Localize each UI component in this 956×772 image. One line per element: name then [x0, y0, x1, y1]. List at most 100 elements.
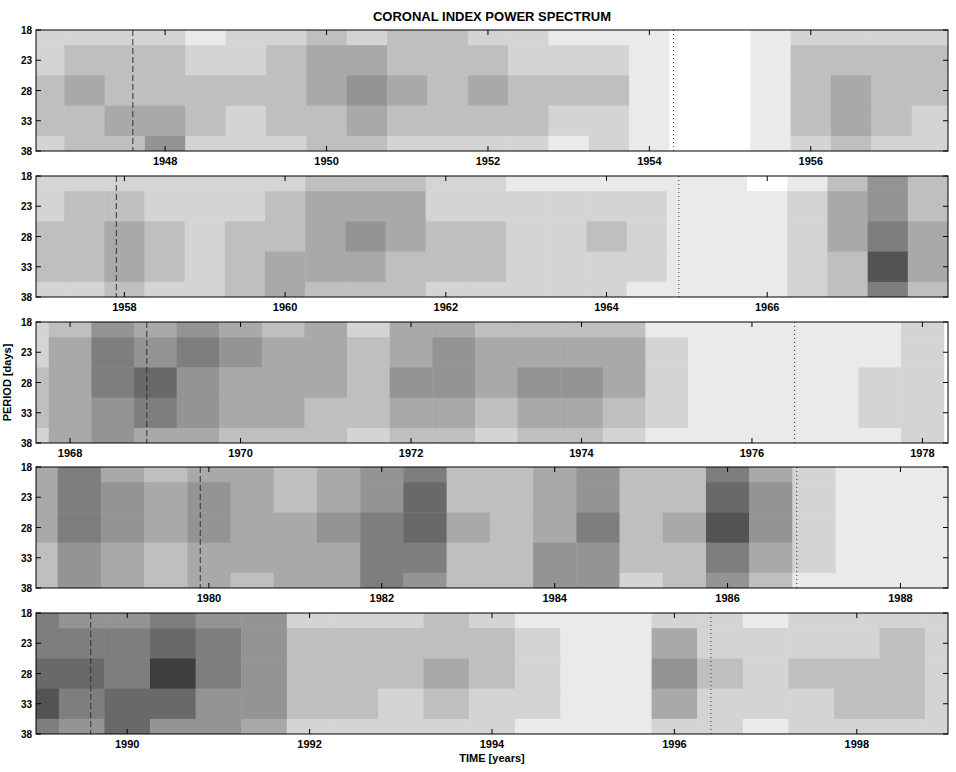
dashed-line	[132, 30, 133, 151]
cell	[64, 176, 105, 192]
cell	[347, 367, 390, 398]
cell	[432, 428, 475, 443]
cell	[490, 512, 534, 543]
cell	[231, 573, 275, 588]
cell	[101, 467, 145, 483]
cell	[620, 482, 664, 513]
x-tick-label: 1996	[662, 738, 686, 750]
cell	[606, 719, 652, 734]
x-tick	[900, 467, 901, 472]
cell	[226, 30, 267, 46]
x-tick	[445, 176, 446, 181]
cell	[36, 613, 59, 629]
cell	[447, 573, 491, 588]
panel: 1968197019721974197619781823283338PERIOD…	[1, 307, 948, 459]
cell	[710, 75, 751, 106]
cell	[506, 176, 547, 192]
y-tick-label: 18	[21, 317, 33, 328]
y-tick-label: 18	[21, 462, 33, 473]
x-tick	[581, 322, 582, 327]
x-tick	[127, 613, 128, 618]
x-tick	[492, 613, 493, 618]
x-tick	[127, 729, 128, 734]
x-tick-label: 1982	[370, 592, 394, 604]
cell	[546, 191, 587, 222]
cell	[912, 30, 948, 46]
cell	[196, 689, 242, 720]
x-tick	[487, 30, 488, 35]
cell	[424, 613, 470, 629]
cell	[731, 367, 774, 398]
cell	[515, 719, 561, 734]
cell	[145, 106, 186, 137]
cell	[36, 398, 49, 429]
cell	[787, 191, 828, 222]
cell	[627, 176, 668, 192]
cell	[749, 573, 793, 588]
cell	[831, 106, 872, 137]
cell	[908, 191, 948, 222]
y-tick-label: 18	[21, 25, 33, 36]
cell	[287, 658, 333, 689]
cell	[447, 467, 491, 483]
cell	[105, 30, 146, 46]
cell	[265, 176, 306, 192]
cell	[880, 719, 926, 734]
cell	[36, 322, 49, 338]
cell	[922, 482, 948, 513]
y-tick	[943, 120, 948, 121]
cell	[508, 75, 549, 106]
cell	[265, 282, 306, 297]
cell	[750, 136, 791, 151]
cell	[317, 543, 361, 574]
cell	[603, 428, 646, 443]
cell	[560, 398, 603, 429]
cell	[880, 658, 926, 689]
cell	[104, 221, 145, 252]
x-tick	[381, 583, 382, 588]
x-tick	[751, 322, 752, 327]
cell	[145, 45, 186, 76]
cell	[424, 628, 470, 659]
cell	[731, 322, 774, 338]
y-tick	[943, 266, 948, 267]
cell	[560, 337, 603, 368]
cell	[663, 482, 707, 513]
cell	[101, 512, 145, 543]
cell	[360, 543, 404, 574]
cell	[548, 106, 589, 137]
y-tick-label: 28	[21, 669, 33, 680]
cell	[304, 337, 347, 368]
y-tick	[36, 236, 41, 237]
cell	[432, 337, 475, 368]
cell	[663, 573, 707, 588]
cell	[670, 106, 711, 137]
cell	[475, 322, 518, 338]
cell	[922, 512, 948, 543]
x-tick-label: 1998	[845, 738, 869, 750]
cell	[105, 106, 146, 137]
cell	[91, 367, 134, 398]
cell	[652, 658, 698, 689]
cell	[667, 282, 708, 297]
y-tick	[36, 206, 41, 207]
cell	[64, 75, 105, 106]
cell	[231, 543, 275, 574]
panel: 199019921994199619981823283338TIME [year…	[13, 598, 956, 764]
cell	[347, 428, 390, 443]
cell	[831, 136, 872, 151]
cell	[266, 30, 307, 46]
frame	[36, 30, 948, 151]
cell	[150, 658, 196, 689]
cell	[792, 573, 836, 588]
cell	[241, 719, 287, 734]
cell	[645, 428, 688, 443]
cell	[424, 658, 470, 689]
cell	[518, 322, 561, 338]
cell	[64, 106, 105, 137]
cell	[663, 512, 707, 543]
x-tick-label: 1966	[755, 301, 779, 313]
cell	[506, 252, 547, 283]
dashed-line	[116, 176, 117, 297]
cell	[306, 136, 347, 151]
